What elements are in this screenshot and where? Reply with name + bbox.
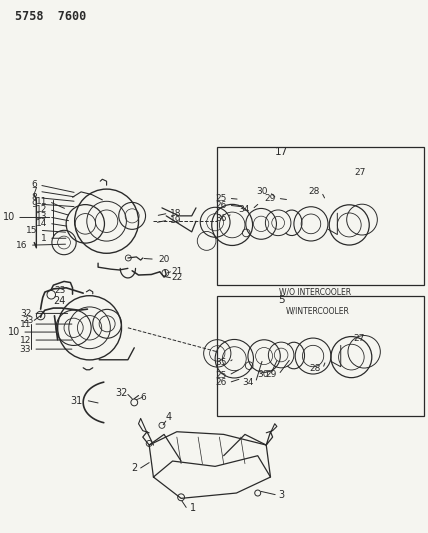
Text: 36: 36 bbox=[215, 214, 227, 223]
Text: 4: 4 bbox=[165, 413, 171, 422]
Text: W/INTERCOOLER: W/INTERCOOLER bbox=[285, 307, 349, 316]
FancyBboxPatch shape bbox=[217, 296, 424, 416]
Text: 5: 5 bbox=[278, 295, 285, 304]
Text: W/O INTERCOOLER: W/O INTERCOOLER bbox=[279, 288, 351, 296]
Text: 11: 11 bbox=[20, 320, 31, 328]
Text: 20: 20 bbox=[158, 255, 170, 263]
Text: 27: 27 bbox=[354, 334, 365, 343]
Text: 25: 25 bbox=[215, 194, 227, 203]
Text: 3: 3 bbox=[278, 490, 284, 499]
Text: 16: 16 bbox=[16, 241, 28, 249]
Text: 6: 6 bbox=[140, 393, 146, 401]
Text: 32: 32 bbox=[115, 389, 128, 398]
Text: 1: 1 bbox=[190, 503, 196, 513]
Text: 13: 13 bbox=[36, 213, 47, 221]
Text: 35: 35 bbox=[215, 358, 227, 367]
Text: 28: 28 bbox=[308, 188, 319, 196]
Text: 32: 32 bbox=[20, 309, 31, 318]
Text: 23: 23 bbox=[54, 286, 65, 295]
FancyBboxPatch shape bbox=[217, 147, 424, 285]
Text: 30: 30 bbox=[257, 370, 268, 379]
Text: 5758  7600: 5758 7600 bbox=[15, 10, 86, 22]
Text: 29: 29 bbox=[265, 370, 276, 379]
Text: 34: 34 bbox=[239, 205, 250, 214]
Text: 2: 2 bbox=[131, 463, 137, 473]
Text: 17: 17 bbox=[274, 147, 288, 157]
Text: 1: 1 bbox=[41, 234, 47, 243]
Text: 34: 34 bbox=[242, 378, 253, 387]
Text: 30: 30 bbox=[256, 188, 268, 196]
Text: 33: 33 bbox=[20, 345, 31, 353]
Text: 14: 14 bbox=[36, 219, 47, 228]
Text: 6: 6 bbox=[31, 181, 37, 189]
Text: 22: 22 bbox=[171, 273, 182, 282]
Text: 26: 26 bbox=[215, 201, 227, 209]
Text: 9: 9 bbox=[31, 200, 37, 208]
Text: 15: 15 bbox=[26, 226, 38, 235]
Text: 27: 27 bbox=[354, 168, 366, 176]
Text: 10: 10 bbox=[8, 327, 20, 337]
Text: 23: 23 bbox=[22, 316, 33, 325]
Text: 8: 8 bbox=[31, 193, 37, 202]
Text: 12: 12 bbox=[20, 336, 31, 344]
Text: 29: 29 bbox=[264, 194, 276, 203]
Text: 10: 10 bbox=[3, 213, 15, 222]
Text: 28: 28 bbox=[309, 365, 321, 373]
Text: 21: 21 bbox=[171, 268, 182, 276]
Text: 11: 11 bbox=[36, 197, 47, 206]
Text: 19: 19 bbox=[170, 216, 182, 224]
Text: 31: 31 bbox=[71, 396, 83, 406]
Text: 18: 18 bbox=[170, 209, 182, 217]
Text: 26: 26 bbox=[215, 378, 227, 387]
Text: 12: 12 bbox=[36, 205, 47, 214]
Text: 24: 24 bbox=[54, 296, 66, 306]
Text: 7: 7 bbox=[31, 187, 37, 196]
Text: 25: 25 bbox=[215, 371, 227, 379]
